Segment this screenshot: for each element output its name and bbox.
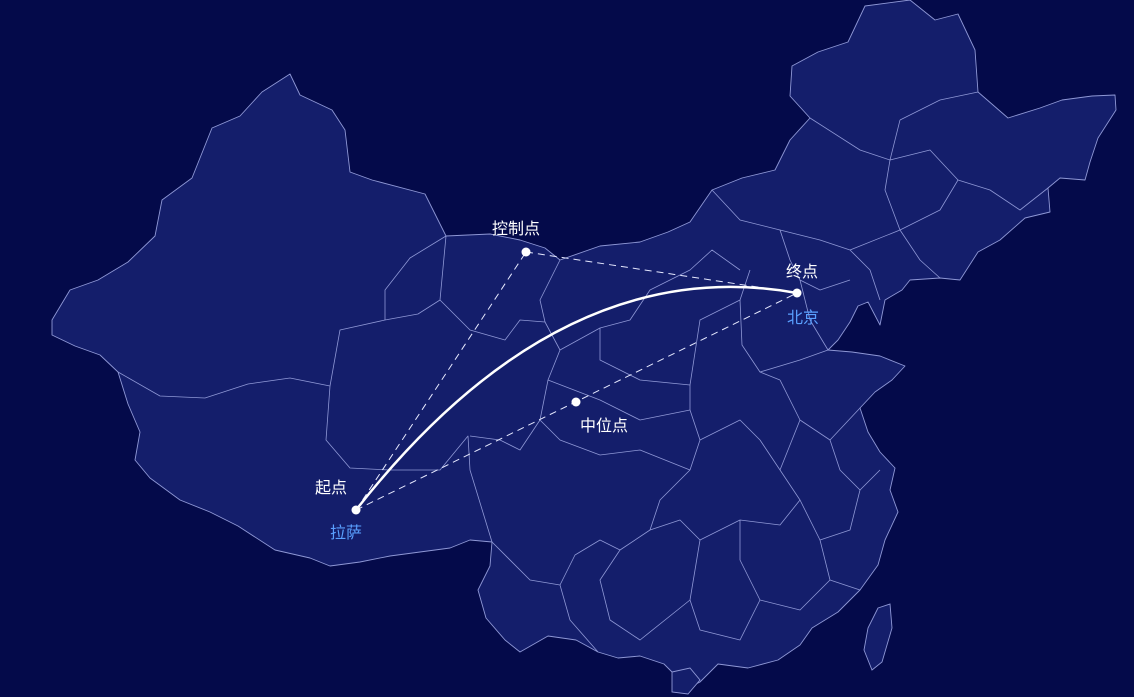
start-label: 起点	[315, 478, 348, 497]
mid-label: 中位点	[580, 416, 629, 435]
taiwan-island	[863, 603, 893, 671]
china-landmass	[51, 0, 1117, 691]
start-city-label: 拉萨	[330, 523, 363, 542]
start-point-marker[interactable]	[351, 505, 361, 515]
hainan-island	[671, 667, 701, 695]
end-label: 终点	[786, 262, 819, 281]
route-curve	[354, 285, 799, 512]
guide-start-control	[355, 251, 527, 511]
end-point-marker[interactable]	[792, 288, 802, 298]
control-label: 控制点	[492, 219, 541, 238]
guide-control-end	[525, 251, 798, 294]
end-city-label: 北京	[787, 308, 820, 327]
province-borders	[117, 91, 1049, 653]
mid-point-marker[interactable]	[571, 397, 581, 407]
control-point-marker[interactable]	[521, 247, 531, 257]
